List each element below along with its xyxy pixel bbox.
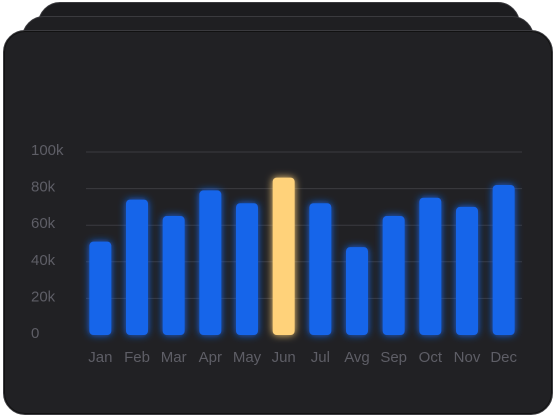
bar-mar [162,216,185,335]
x-tick-label: Dec [490,349,517,366]
x-tick-label: Sep [380,349,407,366]
bar-apr [199,190,222,335]
x-tick-label: Jun [272,349,296,366]
bar-dec [492,184,515,335]
bar-jun [272,177,295,335]
x-tick-label: Jan [88,349,112,366]
bar-oct [419,197,442,335]
bar-avg [346,247,368,335]
y-tick-label: 60k [31,215,56,232]
grid-lines [86,151,522,299]
x-tick-label: Jul [311,349,330,366]
x-tick-label: Apr [199,349,222,366]
bars [89,177,515,335]
y-axis-ticks: 0 20k 40k 60k 80k 100k [31,142,64,342]
x-tick-label: Oct [419,349,443,366]
x-tick-label: Mar [161,349,187,366]
bar-nov [456,206,478,335]
y-tick-label: 100k [31,142,64,159]
x-tick-label: Avg [344,349,370,366]
bar-feb [126,199,148,335]
y-tick-label: 80k [31,179,56,196]
y-tick-label: 20k [31,288,56,305]
bar-may [236,203,258,335]
x-axis-ticks: Jan Feb Mar Apr May Jun Jul Avg Sep Oct Nov Dec [88,349,517,366]
x-tick-label: Nov [454,349,481,366]
y-tick-label: 40k [31,252,56,269]
bar-jan [89,241,112,335]
bar-jul [309,203,332,335]
y-tick-label: 0 [31,325,39,342]
x-tick-label: Feb [124,349,150,366]
bar-sep [382,216,405,335]
x-tick-label: May [233,349,262,366]
